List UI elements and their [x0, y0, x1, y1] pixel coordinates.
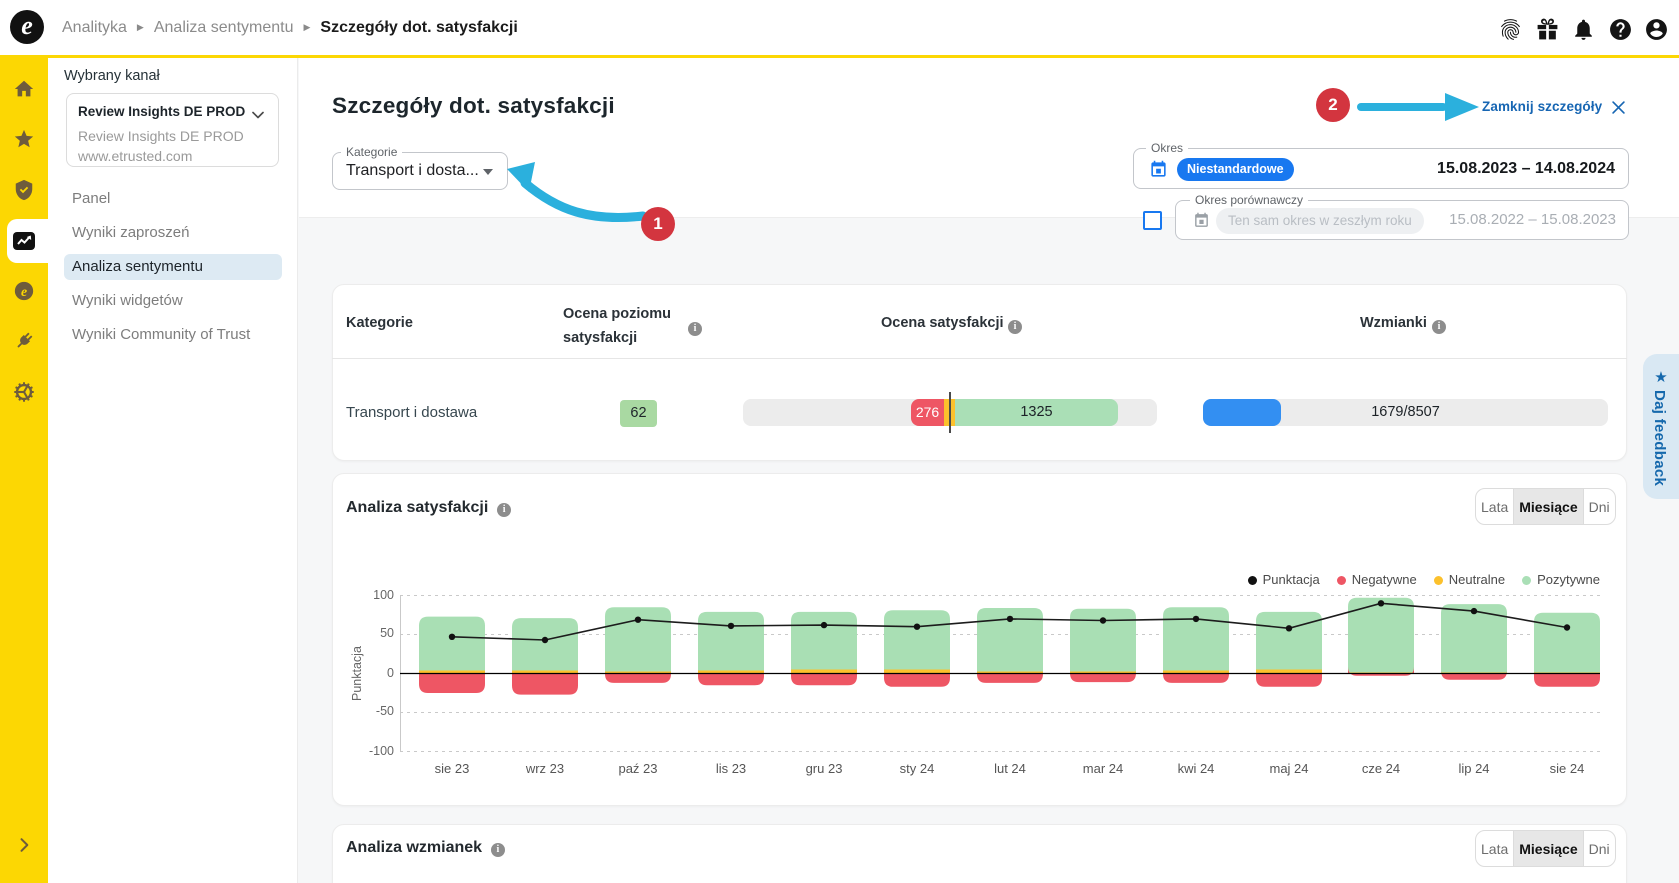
svg-text:e: e [21, 284, 27, 299]
